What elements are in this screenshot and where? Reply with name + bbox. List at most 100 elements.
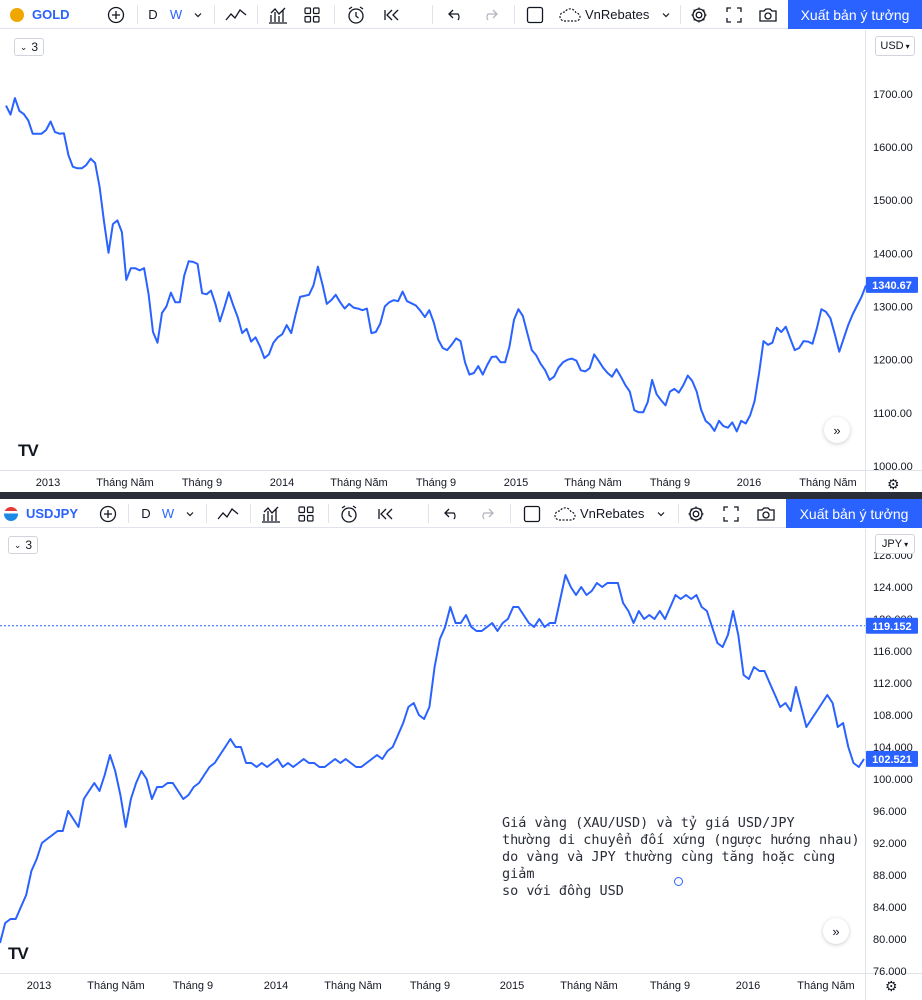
- undo-button[interactable]: [440, 499, 464, 528]
- chart-type-button[interactable]: [222, 0, 250, 29]
- settings-button[interactable]: [687, 0, 711, 29]
- price-axis-label: 124.000: [873, 582, 913, 594]
- chevron-down-icon: [194, 12, 202, 17]
- settings-button[interactable]: [684, 499, 708, 528]
- time-axis-label: Tháng 9: [173, 980, 213, 992]
- redo-icon: [486, 9, 498, 20]
- annotation-text[interactable]: Giá vàng (XAU/USD) và tỷ giá USD/JPY thư…: [502, 815, 872, 900]
- price-axis-label: 96.000: [873, 806, 907, 818]
- undo-button[interactable]: [444, 0, 468, 29]
- price-axis-label: 84.000: [873, 902, 907, 914]
- crosshair-price-tag: 119.152: [866, 617, 918, 634]
- brand-layout-button[interactable]: VnRebates: [553, 499, 673, 528]
- panel-separator[interactable]: [0, 492, 922, 499]
- time-axis-label: 2015: [504, 477, 528, 489]
- undo-icon: [444, 508, 456, 519]
- currency-dropdown[interactable]: USD ▾: [875, 36, 915, 56]
- interval-w-button[interactable]: W: [161, 506, 175, 521]
- add-symbol-button[interactable]: [104, 0, 128, 29]
- publish-idea-button[interactable]: Xuất bản ý tưởng: [786, 499, 922, 528]
- interval-d-button[interactable]: D: [148, 7, 158, 22]
- price-axis-label: 116.000: [873, 646, 912, 658]
- rectangle-button[interactable]: [520, 499, 544, 528]
- add-symbol-button[interactable]: [96, 499, 120, 528]
- annotation-anchor-handle[interactable]: [674, 877, 683, 886]
- chevron-down-icon: ▾: [905, 41, 910, 51]
- time-axis-label: Tháng 9: [410, 980, 450, 992]
- indicators-icon: [269, 7, 287, 24]
- snapshot-button[interactable]: [754, 499, 778, 528]
- redo-button[interactable]: [474, 499, 498, 528]
- axis-settings-button[interactable]: ⚙: [887, 476, 900, 492]
- time-axis-label: Tháng 9: [650, 980, 690, 992]
- fullscreen-button[interactable]: [719, 499, 743, 528]
- camera-icon: [757, 506, 775, 521]
- chevron-down-icon: ⌄: [19, 41, 28, 52]
- axis-settings-button[interactable]: ⚙: [885, 978, 898, 995]
- price-axis-label: 1000.00: [873, 461, 913, 473]
- currency-label: JPY: [881, 538, 903, 550]
- interval-dropdown[interactable]: [190, 0, 206, 29]
- snapshot-button[interactable]: [756, 0, 780, 29]
- replay-icon: [384, 9, 399, 20]
- chart-type-button[interactable]: [214, 499, 242, 528]
- price-series-line: [0, 574, 865, 944]
- last-price-tag: 102.521: [866, 750, 918, 767]
- symbol-label: GOLD: [32, 7, 70, 22]
- time-axis-label: 2016: [737, 477, 761, 489]
- chevron-down-icon: [186, 511, 194, 516]
- time-axis-label: Tháng Năm: [96, 477, 153, 489]
- publish-idea-button[interactable]: Xuất bản ý tưởng: [788, 0, 922, 29]
- alert-button[interactable]: [336, 499, 362, 528]
- brand-layout-button[interactable]: VnRebates: [558, 0, 676, 29]
- price-axis-label: 1700.00: [873, 89, 913, 101]
- indicators-button[interactable]: [259, 499, 283, 528]
- svg-text:119.152: 119.152: [872, 621, 911, 633]
- time-axis-label: 2013: [27, 980, 51, 992]
- gear-icon: ⚙: [885, 978, 898, 994]
- double-chevron-right-icon: »: [833, 422, 841, 438]
- rectangle-button[interactable]: [523, 0, 547, 29]
- alert-icon: [348, 5, 364, 24]
- currency-label: USD: [880, 40, 904, 52]
- indicators-button[interactable]: [266, 0, 290, 29]
- price-axis-label: 112.000: [873, 678, 912, 690]
- fullscreen-button[interactable]: [722, 0, 746, 29]
- gear-icon: ⚙: [887, 476, 900, 492]
- redo-button[interactable]: [478, 0, 502, 29]
- replay-button[interactable]: [380, 0, 404, 29]
- tradingview-logo: TV: [18, 441, 39, 460]
- annotation-line: thường di chuyển đối xứng (ngược hướng n…: [502, 832, 860, 848]
- symbol-search-button[interactable]: GOLD: [10, 0, 80, 29]
- badge-count: 3: [31, 40, 39, 54]
- us-flag-icon: [4, 506, 18, 521]
- collapse-badge[interactable]: ⌄ 3: [14, 38, 44, 56]
- alert-button[interactable]: [343, 0, 369, 29]
- time-axis-label: Tháng Năm: [799, 477, 856, 489]
- currency-dropdown[interactable]: JPY ▾: [875, 534, 915, 554]
- usdjpy-chart-panel: USDJPY D W: [0, 499, 922, 1000]
- symbol-search-button[interactable]: USDJPY: [4, 499, 88, 528]
- interval-d-button[interactable]: D: [141, 506, 151, 521]
- replay-button[interactable]: [374, 499, 398, 528]
- time-axis-label: 2014: [264, 980, 288, 992]
- chevron-down-icon: ⌄: [13, 539, 22, 550]
- interval-dropdown[interactable]: [182, 499, 198, 528]
- rectangle-icon: [523, 505, 541, 522]
- layouts-button[interactable]: [294, 499, 318, 528]
- cloud-icon: [554, 506, 576, 521]
- collapse-badge[interactable]: ⌄ 3: [8, 536, 38, 554]
- scroll-to-realtime-button[interactable]: »: [823, 918, 849, 944]
- chevron-down-icon: ▾: [904, 539, 909, 549]
- layouts-button[interactable]: [300, 0, 324, 29]
- scroll-to-realtime-button[interactable]: »: [824, 417, 850, 443]
- symbol-label: USDJPY: [26, 506, 79, 521]
- indicators-icon: [262, 506, 280, 523]
- usdjpy-chart-canvas[interactable]: 76.000 80.000 84.000 88.000 92.000 96.000 100.…: [0, 529, 922, 1000]
- line-chart-icon: [225, 8, 247, 20]
- gold-symbol-icon: [10, 7, 24, 22]
- redo-icon: [482, 508, 494, 519]
- price-axis-label: 1200.00: [873, 355, 913, 367]
- gold-chart-canvas[interactable]: 1000.00 1100.00 1200.00 1300.00 1400.00 1500.…: [0, 30, 922, 492]
- interval-w-button[interactable]: W: [169, 7, 183, 22]
